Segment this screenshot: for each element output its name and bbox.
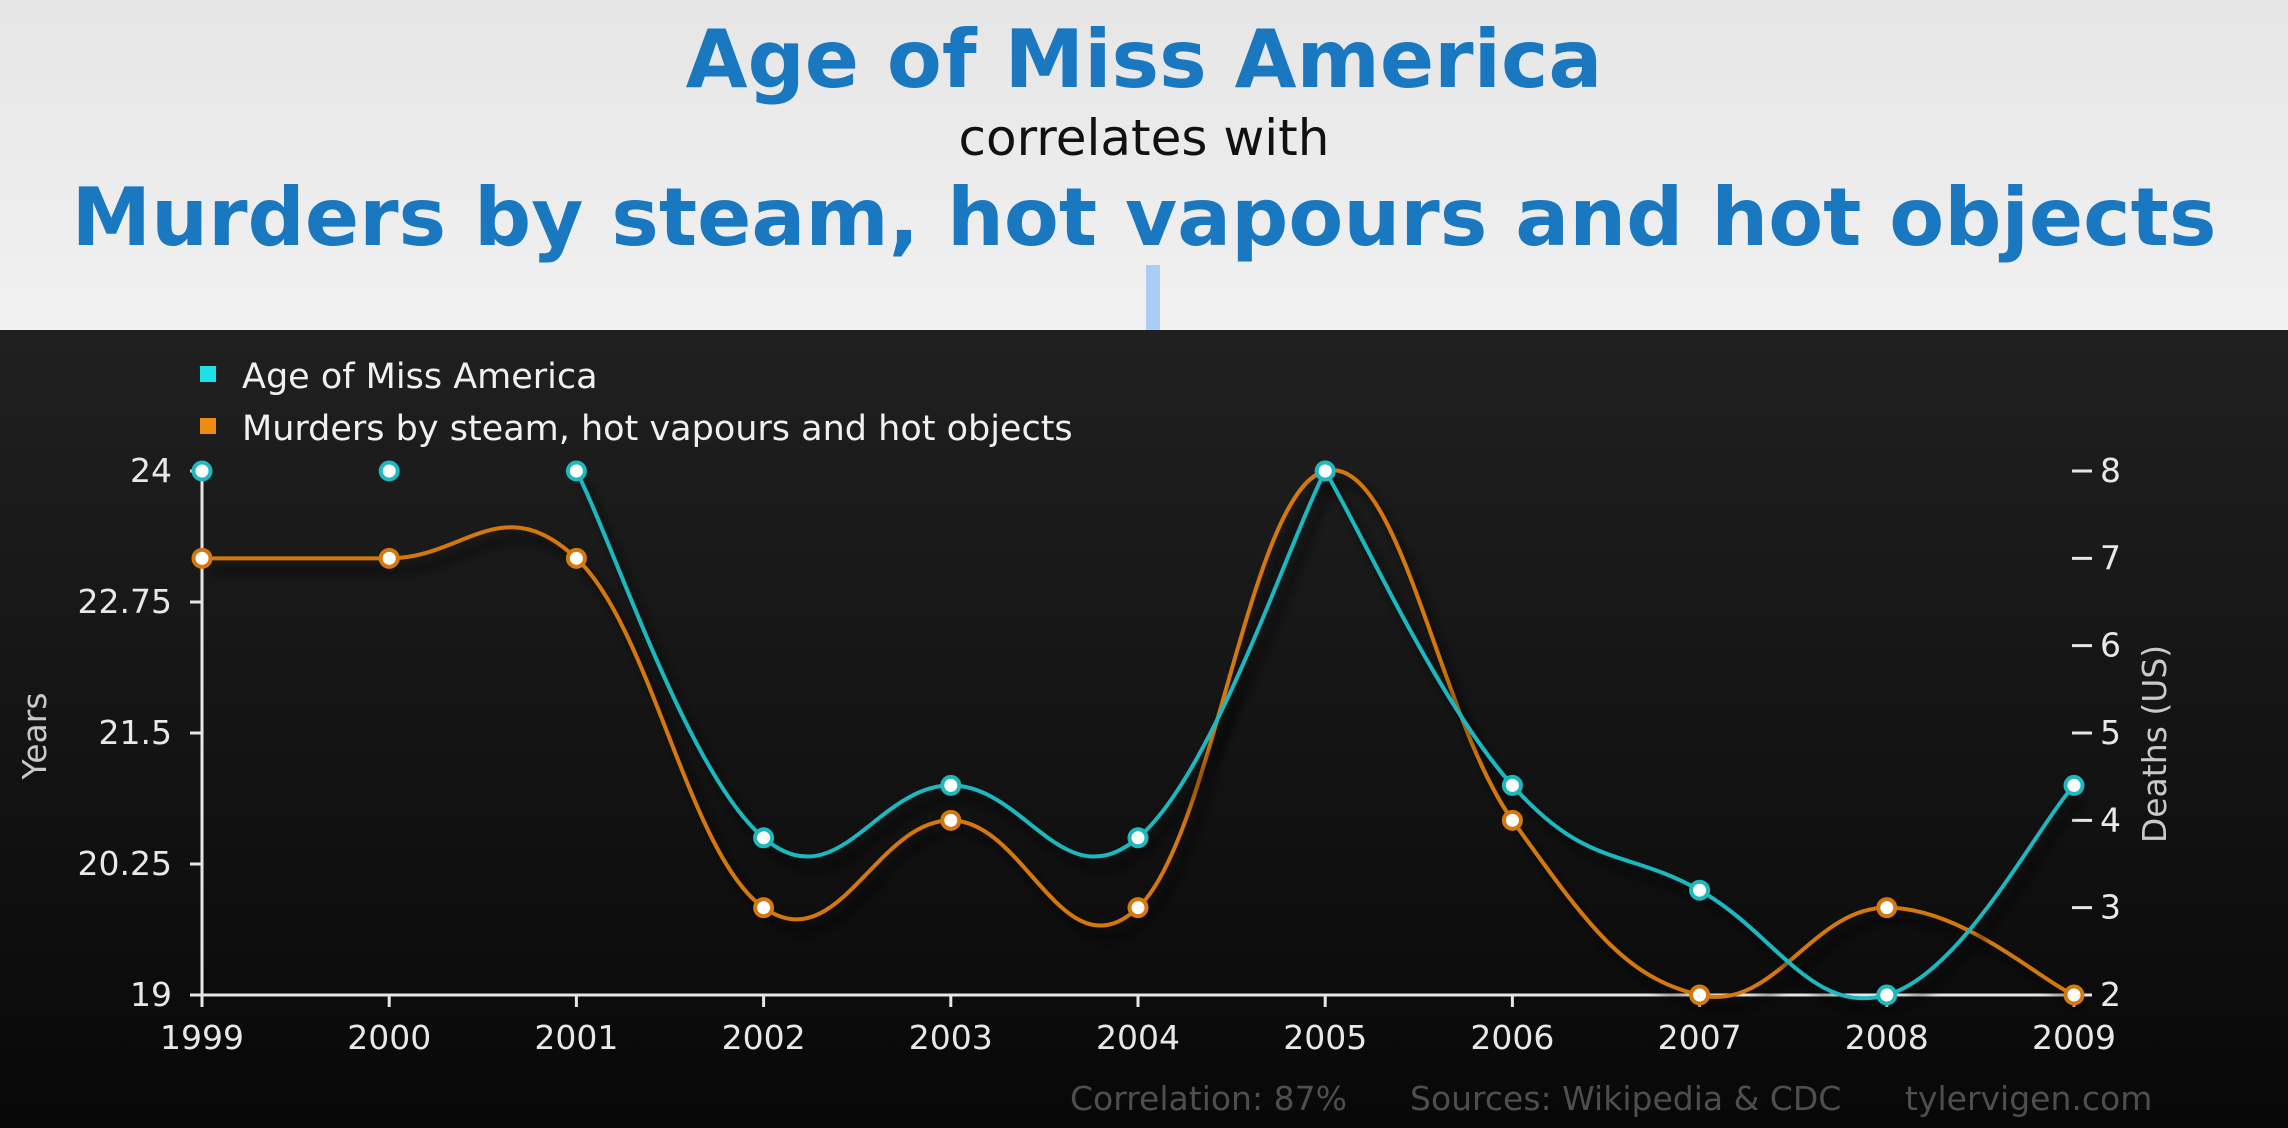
legend-label-age: Age of Miss America (242, 357, 598, 397)
connector-text: correlates with (958, 109, 1330, 167)
y-left-tick-label: 24 (130, 451, 172, 490)
x-tick-label: 2007 (1658, 1018, 1742, 1057)
y-left-tick-label: 20.25 (78, 844, 172, 883)
y-axis-left-title: Years (15, 692, 54, 780)
chart-area: 19 20.25 21.5 22.75 24 2 3 4 5 6 7 8 1999 2000 2001 200… (0, 330, 2288, 1128)
x-tick-label: 2008 (1845, 1018, 1929, 1057)
x-tick-label: 2004 (1096, 1018, 1180, 1057)
x-tick-label: 2001 (534, 1018, 618, 1057)
y-left-tick-label: 22.75 (78, 582, 172, 621)
data-point-age (1876, 984, 1898, 1006)
footer-sources: Sources: Wikipedia & CDC (1410, 1079, 1841, 1118)
y-right-tick-label: 3 (2100, 888, 2121, 927)
page-title: Age of Miss America (685, 13, 1603, 106)
data-point-age (2063, 774, 2085, 796)
x-tick-label: 1999 (160, 1018, 244, 1057)
data-point-age (1127, 827, 1149, 849)
y-axis-right-title: Deaths (US) (2135, 645, 2174, 843)
data-point-murders (378, 547, 400, 569)
data-point-age (1314, 460, 1336, 482)
series-line-age (1323, 469, 2076, 1001)
y-right-tick-label: 2 (2100, 975, 2121, 1014)
data-point-age (940, 774, 962, 796)
page-subtitle: Murders by steam, hot vapours and hot ob… (71, 171, 2217, 264)
data-point-age (1689, 879, 1711, 901)
data-point-age (191, 460, 213, 482)
data-point-murders (753, 897, 775, 919)
data-point-murders (2063, 984, 2085, 1006)
data-point-murders (940, 809, 962, 831)
footer-correlation: Correlation: 87% (1070, 1079, 1347, 1118)
chart-series (201, 468, 2076, 1001)
header: Age of Miss America correlates with Murd… (0, 0, 2288, 330)
y-right-tick-label: 5 (2100, 713, 2121, 752)
x-tick-label: 2002 (722, 1018, 806, 1057)
data-point-murders (1127, 897, 1149, 919)
chart-legend: Age of Miss America Murders by steam, ho… (200, 357, 1073, 449)
legend-label-murders: Murders by steam, hot vapours and hot ob… (242, 409, 1073, 449)
y-right-tick-label: 8 (2100, 451, 2121, 490)
data-point-murders (1876, 897, 1898, 919)
series-line-age (574, 470, 1327, 859)
y-left-tick-label: 19 (130, 975, 172, 1014)
data-point-age (1501, 774, 1523, 796)
y-right-tick-label: 7 (2100, 538, 2121, 577)
data-point-murders (1689, 984, 1711, 1006)
x-tick-label: 2009 (2032, 1018, 2116, 1057)
chart-axes: 19 20.25 21.5 22.75 24 2 3 4 5 6 7 8 1999 2000 2001 200… (78, 451, 2121, 1057)
data-point-age (753, 827, 775, 849)
data-point-murders (191, 547, 213, 569)
chart: 19 20.25 21.5 22.75 24 2 3 4 5 6 7 8 1999 2000 2001 200… (15, 357, 2174, 1118)
footer-site: tylervigen.com (1905, 1079, 2152, 1118)
y-left-tick-label: 21.5 (99, 713, 172, 752)
data-point-age (565, 460, 587, 482)
legend-swatch-age (200, 366, 216, 382)
x-tick-label: 2000 (347, 1018, 431, 1057)
data-point-age (378, 460, 400, 482)
data-point-murders (565, 547, 587, 569)
chart-points (191, 460, 2085, 1006)
chart-footer: Correlation: 87% Sources: Wikipedia & CD… (1070, 1079, 2152, 1118)
y-right-tick-label: 4 (2100, 800, 2121, 839)
x-tick-label: 2005 (1283, 1018, 1367, 1057)
x-tick-label: 2003 (909, 1018, 993, 1057)
header-connector-bar (1146, 265, 1160, 330)
data-point-murders (1501, 809, 1523, 831)
x-tick-label: 2006 (1470, 1018, 1554, 1057)
legend-swatch-murders (200, 418, 216, 434)
y-right-tick-label: 6 (2100, 626, 2121, 665)
